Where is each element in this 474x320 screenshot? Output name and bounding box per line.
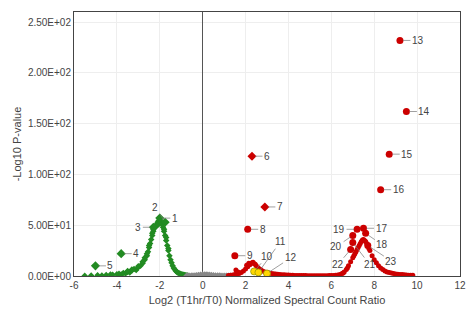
svg-text:20: 20	[330, 241, 342, 252]
svg-text:11: 11	[275, 236, 286, 247]
svg-text:9: 9	[247, 250, 253, 261]
svg-text:21: 21	[364, 259, 376, 270]
svg-text:7: 7	[277, 201, 283, 212]
svg-text:17: 17	[376, 223, 388, 234]
svg-text:3: 3	[135, 222, 141, 233]
svg-text:2: 2	[243, 280, 249, 291]
svg-text:1: 1	[172, 213, 178, 224]
svg-text:18: 18	[376, 239, 388, 250]
svg-text:0.00E+00: 0.00E+00	[28, 271, 72, 282]
svg-text:Log2 (T1hr/T0) Normalized Spec: Log2 (T1hr/T0) Normalized Spectral Count…	[149, 294, 386, 306]
svg-text:22: 22	[332, 259, 344, 270]
svg-text:5.00E+01: 5.00E+01	[28, 220, 72, 231]
svg-text:4: 4	[286, 280, 292, 291]
svg-text:-6: -6	[70, 280, 79, 291]
svg-text:-Log10 P-value: -Log10 P-value	[11, 107, 23, 182]
svg-text:8: 8	[260, 224, 266, 235]
svg-text:-4: -4	[112, 280, 121, 291]
svg-text:2: 2	[152, 202, 158, 213]
svg-text:0: 0	[200, 280, 206, 291]
svg-text:2.50E+02: 2.50E+02	[28, 17, 72, 28]
svg-text:1.00E+02: 1.00E+02	[28, 169, 72, 180]
svg-text:8: 8	[371, 280, 377, 291]
svg-text:6: 6	[264, 151, 270, 162]
svg-text:12: 12	[285, 252, 297, 263]
svg-text:2.00E+02: 2.00E+02	[28, 67, 72, 78]
svg-text:14: 14	[418, 106, 430, 117]
svg-text:4: 4	[133, 248, 139, 259]
svg-text:-2: -2	[155, 280, 164, 291]
svg-text:23: 23	[385, 256, 397, 267]
svg-text:1.50E+02: 1.50E+02	[28, 118, 72, 129]
svg-text:12: 12	[454, 280, 466, 291]
svg-text:10: 10	[261, 251, 273, 262]
svg-text:5: 5	[107, 260, 113, 271]
svg-text:16: 16	[393, 184, 405, 195]
svg-text:13: 13	[412, 35, 424, 46]
svg-text:19: 19	[333, 224, 345, 235]
svg-text:15: 15	[401, 149, 413, 160]
svg-text:10: 10	[412, 280, 424, 291]
svg-text:6: 6	[329, 280, 335, 291]
